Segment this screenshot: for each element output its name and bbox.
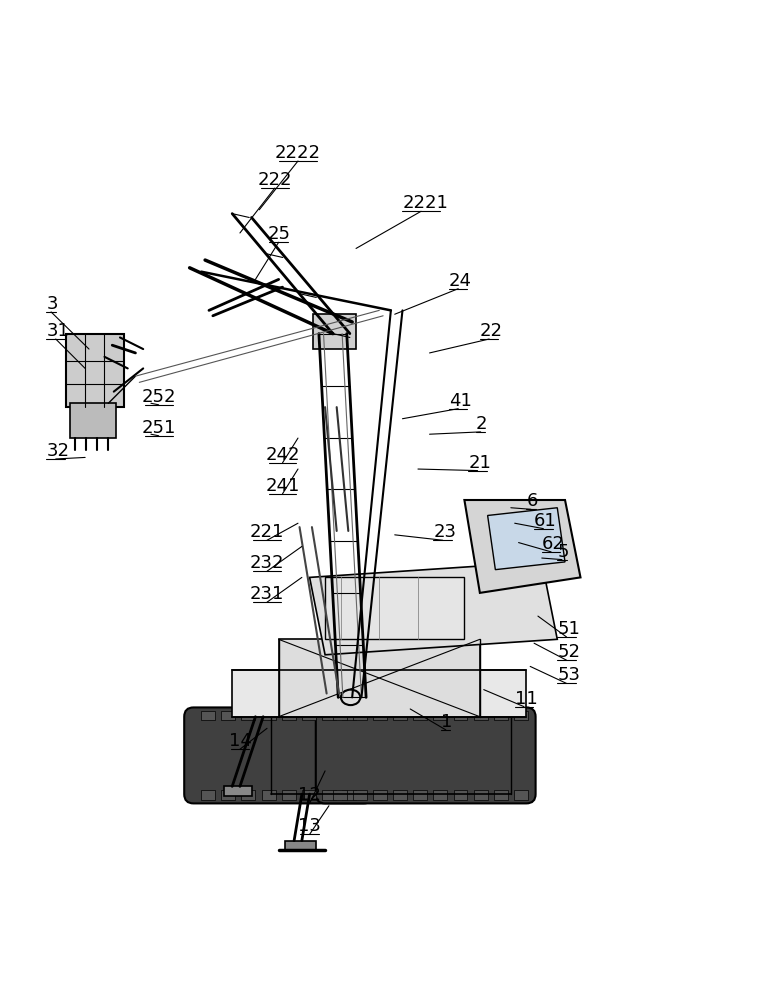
Bar [66, 334, 124, 407]
Text: 1: 1 [441, 713, 453, 731]
Text: 242: 242 [265, 446, 300, 464]
Text: 232: 232 [250, 554, 284, 572]
Text: 5: 5 [557, 543, 569, 561]
Text: 2222: 2222 [275, 144, 321, 162]
Text: 13: 13 [298, 817, 321, 835]
Text: 24: 24 [449, 272, 472, 290]
Bar [325, 577, 464, 639]
Bar [241, 711, 255, 720]
Bar [285, 841, 316, 850]
Bar [373, 711, 387, 720]
Text: 251: 251 [142, 419, 176, 437]
Text: 61: 61 [534, 512, 557, 530]
Bar [333, 711, 347, 720]
Text: 52: 52 [557, 643, 580, 661]
Bar [514, 790, 528, 800]
Text: 21: 21 [468, 454, 491, 472]
Text: 62: 62 [542, 535, 565, 553]
Text: 23: 23 [433, 523, 457, 541]
Bar [494, 790, 508, 800]
Bar [232, 670, 526, 717]
Bar [393, 711, 407, 720]
Bar [433, 711, 447, 720]
Text: 241: 241 [265, 477, 300, 495]
Bar [221, 790, 235, 800]
Text: 12: 12 [298, 786, 321, 804]
Text: 6: 6 [526, 492, 538, 510]
Bar [70, 403, 116, 438]
FancyBboxPatch shape [316, 707, 536, 803]
Bar [454, 711, 467, 720]
Text: 2221: 2221 [402, 194, 448, 212]
Bar [201, 711, 215, 720]
Bar [342, 711, 356, 720]
Text: 51: 51 [557, 620, 580, 638]
Bar [514, 711, 528, 720]
Text: 53: 53 [557, 666, 580, 684]
Bar [474, 790, 488, 800]
Bar [279, 639, 480, 717]
Bar [221, 711, 235, 720]
Bar [322, 790, 336, 800]
Bar [413, 711, 427, 720]
Text: 25: 25 [267, 225, 290, 243]
Bar [241, 790, 255, 800]
Bar [224, 786, 252, 796]
Bar [201, 790, 215, 800]
Bar [322, 711, 336, 720]
Text: 22: 22 [480, 322, 503, 340]
Text: 31: 31 [46, 322, 70, 340]
Bar [282, 790, 296, 800]
Bar [262, 711, 276, 720]
Text: 2: 2 [476, 415, 488, 433]
Bar [302, 711, 316, 720]
Text: 32: 32 [46, 442, 70, 460]
Text: 3: 3 [46, 295, 58, 313]
Polygon shape [464, 500, 580, 593]
Text: 231: 231 [250, 585, 284, 603]
Text: 222: 222 [258, 171, 292, 189]
Bar [353, 711, 367, 720]
Bar [282, 711, 296, 720]
Bar [433, 790, 447, 800]
FancyBboxPatch shape [184, 707, 373, 803]
Polygon shape [310, 562, 557, 655]
Bar [302, 790, 316, 800]
Text: 14: 14 [228, 732, 252, 750]
Polygon shape [488, 508, 565, 570]
Text: 221: 221 [250, 523, 284, 541]
Text: 11: 11 [515, 690, 537, 708]
Text: 41: 41 [449, 392, 472, 410]
Bar [342, 790, 356, 800]
Bar [393, 790, 407, 800]
Bar [333, 790, 347, 800]
Bar [373, 790, 387, 800]
Bar [494, 711, 508, 720]
Bar [353, 790, 367, 800]
Ellipse shape [341, 690, 361, 705]
Text: 252: 252 [142, 388, 176, 406]
Bar [474, 711, 488, 720]
Bar [262, 790, 276, 800]
Bar [413, 790, 427, 800]
Bar [454, 790, 467, 800]
Bar [313, 314, 356, 349]
